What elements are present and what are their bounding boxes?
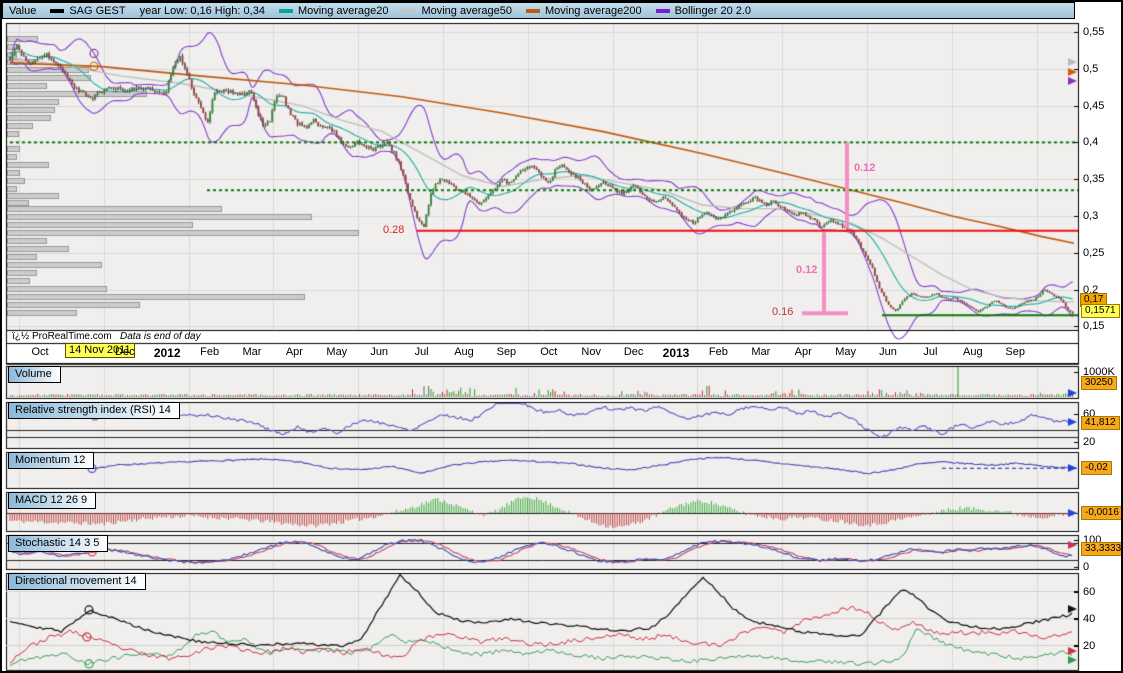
date-axis-label: Jul (415, 346, 429, 358)
date-axis-label: Jul (923, 346, 937, 358)
date-axis-label: Jun (370, 346, 388, 358)
date-axis-label: May (835, 346, 856, 358)
date-axis-label: Apr (286, 346, 303, 358)
price-tick-label: 0,5 (1083, 64, 1098, 75)
price-tick-label: 0,45 (1083, 101, 1104, 112)
price-tick-label: 0,15 (1083, 321, 1104, 332)
brand-label: ï¿½ ProRealTime.com (12, 331, 112, 342)
price-tick-label: 0,25 (1083, 248, 1104, 259)
date-axis-label: Oct (31, 346, 48, 358)
date-axis-label: 2013 (663, 346, 690, 360)
panel-title-rsi[interactable]: Relative strength index (RSI) 14 (8, 402, 180, 419)
indicator-value-badge: 33,3333 (1081, 542, 1123, 556)
indicator-value-badge: -0,0016 (1081, 506, 1123, 520)
indicator-value-badge: 30250 (1081, 376, 1117, 390)
date-axis-label: Jun (879, 346, 897, 358)
date-axis-label: Feb (200, 346, 219, 358)
date-axis-label: Dec (624, 346, 644, 358)
date-axis-label: Mar (751, 346, 770, 358)
panel-title-volume[interactable]: Volume (8, 366, 61, 383)
date-axis-label: 2012 (154, 346, 181, 360)
date-axis-label: Feb (709, 346, 728, 358)
date-axis-label: Mar (243, 346, 262, 358)
indicator-value-badge: 41,812 (1081, 416, 1120, 430)
data-note-label: Data is end of day (120, 331, 201, 342)
date-axis-label: Oct (540, 346, 557, 358)
panel-title-momentum[interactable]: Momentum 12 (8, 452, 94, 469)
panel-title-macd[interactable]: MACD 12 26 9 (8, 492, 96, 509)
indicator-tick-label: 20 (1083, 437, 1095, 448)
date-axis-label: Aug (963, 346, 983, 358)
indicator-tick-label: 20 (1083, 641, 1095, 652)
last-price-badge: 0,1571 (1081, 304, 1120, 318)
indicator-tick-label: 0 (1083, 562, 1089, 573)
date-axis-label: Nov (581, 346, 601, 358)
indicator-tick-label: 60 (1083, 587, 1095, 598)
date-axis-label: May (326, 346, 347, 358)
indicator-value-badge: -0,02 (1081, 461, 1112, 475)
price-tick-label: 0,35 (1083, 174, 1104, 185)
date-axis-label: Aug (454, 346, 474, 358)
resistance-price-label[interactable]: 0.28 (383, 224, 404, 236)
price-tick-label: 0,55 (1083, 27, 1104, 38)
panel-title-dm[interactable]: Directional movement 14 (8, 573, 146, 590)
date-axis-label: Apr (795, 346, 812, 358)
price-tick-label: 0,3 (1083, 211, 1098, 222)
date-axis-label: Sep (497, 346, 517, 358)
indicator-tick-label: 40 (1083, 614, 1095, 625)
prorealtime-chart-window: Value SAG GEST year Low: 0,16 High: 0,34… (0, 0, 1123, 673)
panel-title-stochastic[interactable]: Stochastic 14 3 5 (8, 535, 108, 552)
price-tick-label: 0,4 (1083, 137, 1098, 148)
upper-measure-label[interactable]: 0.12 (854, 162, 875, 174)
date-axis-label: Sep (1005, 346, 1025, 358)
lower-measure-label[interactable]: 0.12 (796, 264, 817, 276)
date-axis-label: Dec (115, 346, 135, 358)
support-price-label[interactable]: 0.16 (772, 306, 793, 318)
